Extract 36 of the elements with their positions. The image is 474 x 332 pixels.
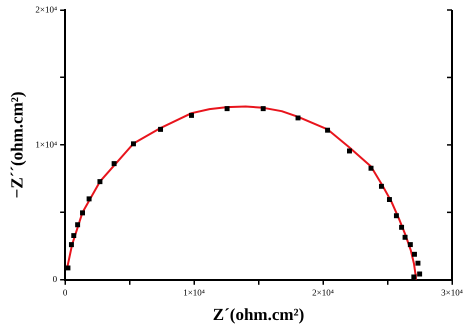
point bbox=[71, 233, 76, 238]
x-tick-label: 2×10⁴ bbox=[312, 288, 334, 298]
point bbox=[347, 148, 352, 154]
point bbox=[402, 234, 408, 240]
x-tick-label: 3×10⁴ bbox=[441, 288, 463, 298]
point bbox=[411, 274, 416, 280]
point bbox=[417, 272, 422, 276]
y-tick-label: 2×10⁴ bbox=[35, 4, 58, 14]
x-tick-label: 1×10⁴ bbox=[183, 288, 205, 298]
point bbox=[65, 265, 70, 270]
point bbox=[130, 141, 136, 146]
point bbox=[68, 242, 74, 248]
point bbox=[112, 161, 117, 166]
point bbox=[368, 166, 374, 171]
point bbox=[296, 115, 300, 120]
point bbox=[325, 128, 330, 133]
point bbox=[158, 126, 164, 132]
point bbox=[386, 197, 392, 202]
point bbox=[224, 106, 230, 112]
point bbox=[80, 210, 85, 216]
y-tick-label: 0 bbox=[52, 274, 58, 284]
x-axis-title: Z´(ohm.cm²) bbox=[212, 305, 304, 324]
point bbox=[394, 213, 399, 218]
point bbox=[75, 222, 80, 228]
point bbox=[378, 184, 384, 189]
point bbox=[97, 179, 102, 184]
point bbox=[408, 242, 413, 248]
y-axis-title: −Z´´(ohm.cm²) bbox=[8, 91, 27, 198]
point bbox=[86, 196, 92, 202]
point bbox=[412, 252, 417, 257]
point bbox=[189, 112, 194, 118]
point bbox=[260, 106, 266, 112]
point bbox=[399, 224, 404, 230]
x-tick-label: 0 bbox=[62, 288, 68, 298]
y-tick-label: 1×10⁴ bbox=[35, 139, 58, 150]
point bbox=[415, 260, 420, 266]
